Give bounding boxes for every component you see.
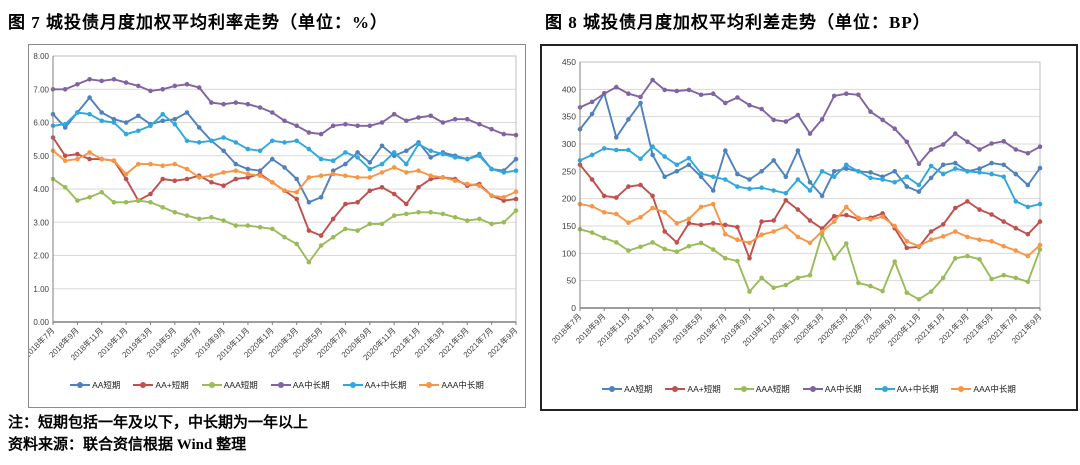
legend-item-AA中长期: AA中长期 bbox=[270, 379, 330, 391]
legend-marker-icon bbox=[70, 382, 91, 389]
series-AAA短期 bbox=[577, 227, 1043, 302]
y-tick-label: 3.00 bbox=[33, 218, 49, 227]
legend-marker-icon bbox=[951, 386, 972, 393]
y-tick-label: 4.00 bbox=[33, 185, 49, 194]
legend-marker-icon bbox=[342, 382, 363, 389]
legend-marker-icon bbox=[665, 386, 686, 393]
y-tick-label: 150 bbox=[562, 221, 576, 231]
legend-item-AAA短期: AAA短期 bbox=[201, 379, 258, 391]
legend-item-AA中长期: AA中长期 bbox=[802, 383, 862, 395]
series-AA+短期 bbox=[577, 162, 1043, 261]
y-tick-label: 7.00 bbox=[33, 85, 49, 94]
legend-label: AA中长期 bbox=[824, 384, 862, 394]
note-definition: 注：短期包括一年及以下，中长期为一年以上 bbox=[8, 415, 309, 431]
y-tick-label: 1.00 bbox=[33, 285, 49, 294]
y-tick-label: 450 bbox=[562, 57, 576, 67]
legend-item-AA+短期: AA+短期 bbox=[665, 383, 721, 395]
figure8-line-chart: 0501001502002503003504004502018年7月2018年9… bbox=[549, 57, 1043, 348]
y-tick-label: 50 bbox=[567, 276, 577, 286]
y-tick-label: 100 bbox=[562, 248, 576, 258]
y-tick-label: 200 bbox=[562, 194, 576, 204]
legend-label: AAA中长期 bbox=[973, 384, 1016, 394]
legend-marker-icon bbox=[733, 386, 754, 393]
figure7-legend: AA短期 AA+短期 AAA短期 AA中长期 AA+中长期 AAA中长期 bbox=[29, 379, 525, 391]
legend-item-AA+中长期: AA+中长期 bbox=[342, 379, 407, 391]
legend-marker-icon bbox=[874, 386, 895, 393]
legend-marker-icon bbox=[802, 386, 823, 393]
y-tick-label: 5.00 bbox=[33, 152, 49, 161]
series-AA中长期 bbox=[577, 77, 1043, 166]
y-tick-label: 8.00 bbox=[33, 52, 49, 61]
legend-label: AA+短期 bbox=[155, 380, 189, 390]
figure7-chart-panel: 0.00 1.00 2.00 3.00 4.00 5.00 6.00 7.00 8.00 2018… bbox=[28, 44, 526, 408]
legend-label: AA+中长期 bbox=[364, 380, 407, 390]
y-tick-label: 400 bbox=[562, 84, 576, 94]
plot-border bbox=[579, 61, 1041, 309]
legend-label: AA短期 bbox=[92, 380, 121, 390]
legend-item-AAA中长期: AAA中长期 bbox=[419, 379, 484, 391]
legend-item-AAA中长期: AAA中长期 bbox=[951, 383, 1016, 395]
legend-label: AA+短期 bbox=[687, 384, 721, 394]
legend-item-AA+短期: AA+短期 bbox=[133, 379, 189, 391]
series-AAA短期 bbox=[50, 176, 519, 265]
legend-label: AAA短期 bbox=[755, 384, 790, 394]
y-tick-label: 350 bbox=[562, 112, 576, 122]
legend-label: AA中长期 bbox=[292, 380, 330, 390]
legend-item-AA+中长期: AA+中长期 bbox=[874, 383, 939, 395]
figure-notes: 注：短期包括一年及以下，中长期为一年以上 资料来源：联合资信根据 Wind 整理 bbox=[8, 412, 308, 456]
legend-label: AAA中长期 bbox=[441, 380, 484, 390]
legend-item-AA短期: AA短期 bbox=[602, 383, 652, 395]
legend-label: AAA短期 bbox=[223, 380, 258, 390]
y-tick-label: 2.00 bbox=[33, 252, 49, 261]
figure8-title: 图 8 城投债月度加权平均利差走势（单位：BP） bbox=[545, 13, 931, 32]
legend-marker-icon bbox=[201, 382, 222, 389]
figure8-legend: AA短期 AA+短期 AAA短期 AA中长期 AA+中长期 AAA中长期 bbox=[542, 383, 1076, 395]
legend-label: AA+中长期 bbox=[896, 384, 939, 394]
series-AAA中长期 bbox=[50, 148, 519, 200]
legend-marker-icon bbox=[270, 382, 291, 389]
legend-label: AA短期 bbox=[624, 384, 653, 394]
series-AAA中长期 bbox=[577, 201, 1043, 259]
figure8-chart-panel: 0 50 100 150 200 250 300 350 400 450 2018年7月 2018年9… bbox=[540, 44, 1078, 411]
y-tick-label: 0 bbox=[571, 303, 576, 313]
figure7-title: 图 7 城投债月度加权平均利率走势（单位：%） bbox=[8, 13, 388, 32]
series-AA短期 bbox=[50, 95, 519, 205]
legend-marker-icon bbox=[419, 382, 440, 389]
y-tick-label: 0.00 bbox=[33, 318, 49, 327]
legend-item-AAA短期: AAA短期 bbox=[733, 383, 790, 395]
y-tick-label: 300 bbox=[562, 139, 576, 149]
legend-marker-icon bbox=[602, 386, 623, 393]
legend-item-AA短期: AA短期 bbox=[70, 379, 120, 391]
legend-marker-icon bbox=[133, 382, 154, 389]
y-tick-label: 6.00 bbox=[33, 119, 49, 128]
series-AA中长期 bbox=[50, 77, 519, 138]
series-AA+中长期 bbox=[50, 110, 519, 175]
figure7-line-chart: 0.001.002.003.004.005.006.007.008.002018… bbox=[29, 52, 519, 362]
series-AA+中长期 bbox=[577, 144, 1043, 210]
gridlines bbox=[580, 88, 1040, 282]
note-source: 资料来源：联合资信根据 Wind 整理 bbox=[8, 437, 247, 453]
y-tick-label: 250 bbox=[562, 166, 576, 176]
